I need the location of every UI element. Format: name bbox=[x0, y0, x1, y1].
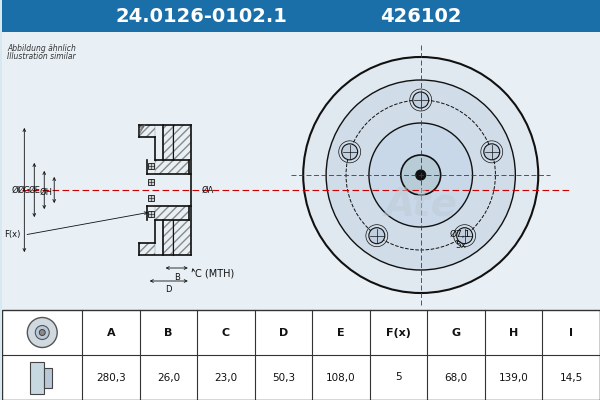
Bar bbox=[148, 195, 154, 201]
Bar bbox=[148, 163, 154, 169]
Text: ØG: ØG bbox=[17, 186, 31, 194]
Text: 50,3: 50,3 bbox=[272, 372, 295, 382]
Bar bbox=[148, 211, 154, 217]
Circle shape bbox=[416, 170, 426, 180]
Circle shape bbox=[457, 228, 473, 244]
Text: H: H bbox=[509, 328, 518, 338]
Circle shape bbox=[369, 228, 385, 244]
FancyBboxPatch shape bbox=[2, 32, 600, 310]
Circle shape bbox=[326, 80, 515, 270]
Text: Ø7,1: Ø7,1 bbox=[450, 230, 471, 240]
FancyBboxPatch shape bbox=[2, 310, 600, 400]
Text: 14,5: 14,5 bbox=[560, 372, 583, 382]
FancyBboxPatch shape bbox=[2, 0, 600, 32]
Circle shape bbox=[342, 144, 358, 160]
Text: 68,0: 68,0 bbox=[445, 372, 468, 382]
Text: F(x): F(x) bbox=[4, 230, 20, 240]
Text: D: D bbox=[279, 328, 288, 338]
Text: B: B bbox=[174, 273, 179, 282]
Text: 23,0: 23,0 bbox=[214, 372, 238, 382]
Text: ØE: ØE bbox=[28, 186, 40, 194]
Text: C (MTH): C (MTH) bbox=[194, 268, 234, 278]
Text: G: G bbox=[452, 328, 461, 338]
Text: 280,3: 280,3 bbox=[96, 372, 126, 382]
Text: 426102: 426102 bbox=[380, 6, 461, 26]
Text: I: I bbox=[569, 328, 573, 338]
Text: B: B bbox=[164, 328, 173, 338]
Circle shape bbox=[401, 155, 440, 195]
Text: Ate: Ate bbox=[384, 186, 457, 224]
Text: 139,0: 139,0 bbox=[499, 372, 529, 382]
Text: A: A bbox=[107, 328, 115, 338]
Bar bbox=[148, 179, 154, 185]
Circle shape bbox=[413, 92, 428, 108]
Text: 5: 5 bbox=[395, 372, 402, 382]
Text: D: D bbox=[166, 285, 172, 294]
Text: 26,0: 26,0 bbox=[157, 372, 180, 382]
Circle shape bbox=[484, 144, 500, 160]
Text: C: C bbox=[222, 328, 230, 338]
Bar bbox=[31, 362, 44, 394]
Text: ØH: ØH bbox=[39, 188, 52, 196]
Text: 24.0126-0102.1: 24.0126-0102.1 bbox=[116, 6, 287, 26]
Circle shape bbox=[303, 57, 538, 293]
Text: F(x): F(x) bbox=[386, 328, 411, 338]
Bar bbox=[44, 368, 52, 388]
Text: Illustration similar: Illustration similar bbox=[7, 52, 76, 61]
Circle shape bbox=[28, 318, 57, 348]
Text: Abbildung ähnlich: Abbildung ähnlich bbox=[7, 44, 76, 53]
Circle shape bbox=[369, 123, 473, 227]
Text: ØI: ØI bbox=[11, 186, 20, 194]
Circle shape bbox=[35, 326, 49, 340]
Text: ØA: ØA bbox=[202, 186, 214, 194]
Text: 108,0: 108,0 bbox=[326, 372, 356, 382]
Text: E: E bbox=[337, 328, 345, 338]
Text: 5x: 5x bbox=[455, 240, 466, 250]
Circle shape bbox=[39, 330, 45, 336]
